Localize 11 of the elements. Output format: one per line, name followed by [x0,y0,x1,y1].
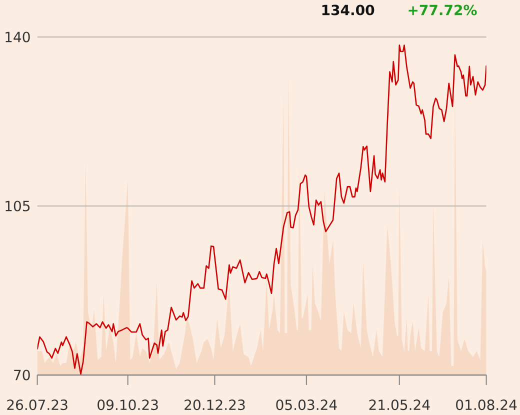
text: 134.00 [322,4,374,16]
x-tick-label: 09.10.23 [98,400,158,410]
x-tick-label: 26.07.23 [7,400,68,410]
x-tick-label: 05.03.24 [276,400,337,410]
text: +77.72% [408,4,477,16]
y-tick-label: 140 [6,32,30,42]
x-tick-label: 01.08.24 [456,400,517,410]
y-tick-label: 70 [14,370,30,380]
x-tick-label: 20.12.23 [184,400,245,410]
y-tick-label: 105 [6,200,30,212]
x-tick-label: 21.05.24 [369,400,430,410]
